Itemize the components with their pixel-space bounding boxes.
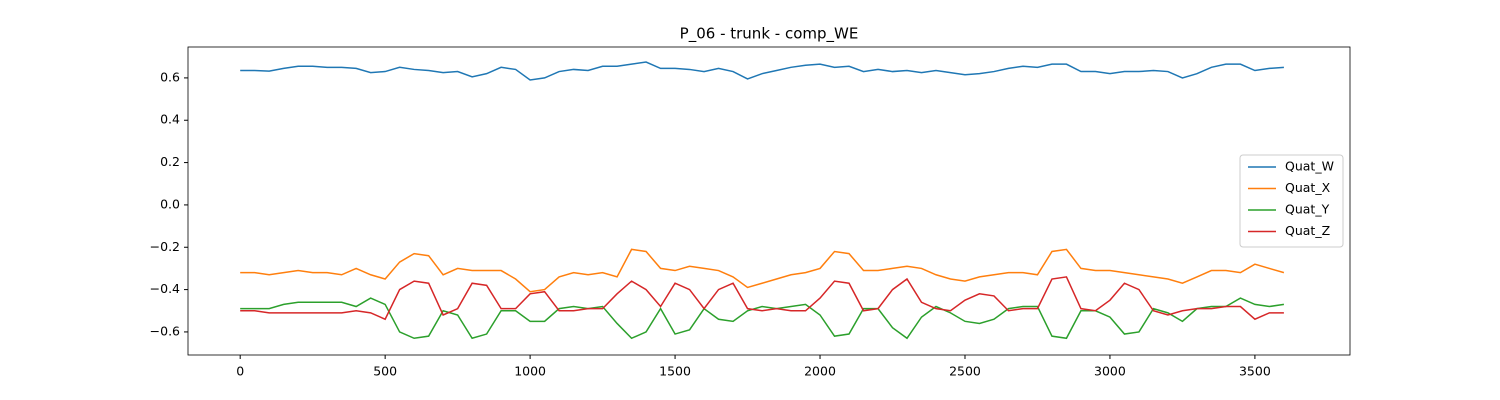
legend-label: Quat_Z <box>1285 223 1330 238</box>
x-tick-label: 2000 <box>804 364 836 379</box>
x-tick-label: 3000 <box>1094 364 1126 379</box>
plot-frame <box>187 46 1351 356</box>
y-tick-label: −0.4 <box>150 281 180 296</box>
y-tick-label: 0.4 <box>160 112 180 127</box>
y-tick-label: 0.0 <box>160 196 180 211</box>
x-tick-label: 500 <box>373 364 397 379</box>
legend-box <box>1239 154 1344 248</box>
y-tick-label: −0.6 <box>150 323 180 338</box>
x-tick-label: 1000 <box>514 364 546 379</box>
data-line <box>240 248 1285 293</box>
y-tick-label: 0.6 <box>160 69 180 84</box>
x-tick-label: 1500 <box>659 364 691 379</box>
x-tick-label: 0 <box>236 364 244 379</box>
legend-label: Quat_Y <box>1285 202 1330 217</box>
legend-label: Quat_X <box>1285 180 1331 195</box>
y-tick-label: 0.2 <box>160 154 180 169</box>
y-tick-label: −0.2 <box>150 239 180 254</box>
x-tick-label: 3500 <box>1239 364 1271 379</box>
chart-title: P_06 - trunk - comp_WE <box>680 25 859 44</box>
data-line <box>240 276 1284 321</box>
data-line <box>240 297 1285 340</box>
x-tick-label: 2500 <box>949 364 981 379</box>
data-line <box>240 61 1284 81</box>
legend-label: Quat_W <box>1285 159 1334 174</box>
